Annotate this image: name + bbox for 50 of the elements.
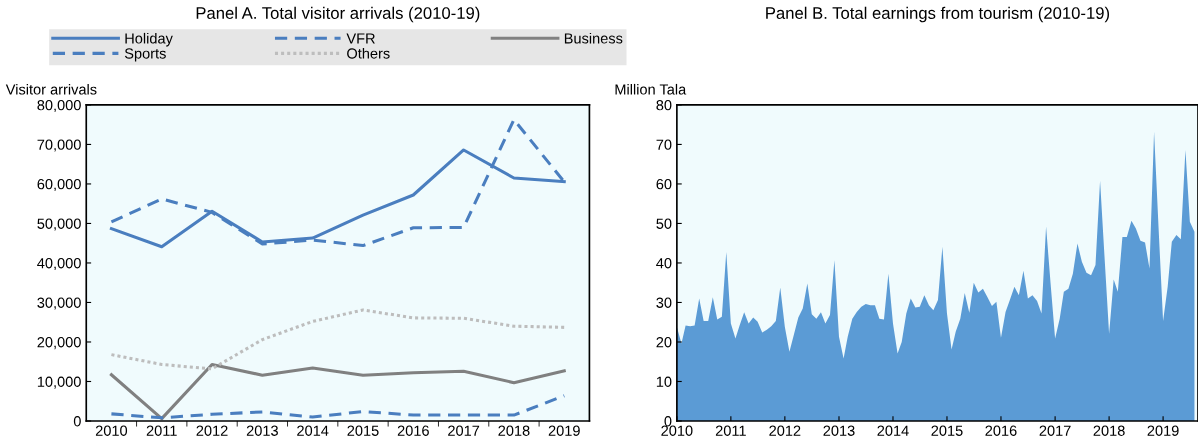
x-tick-label: 2019 bbox=[1147, 425, 1179, 436]
y-axis-title: Visitor arrivals bbox=[5, 83, 97, 95]
x-tick-label: 2011 bbox=[715, 425, 746, 436]
x-tick-label: 2019 bbox=[548, 425, 580, 436]
y-tick-label: 70,000 bbox=[37, 139, 81, 152]
x-tick-label: 2013 bbox=[246, 425, 278, 436]
x-tick-label: 2017 bbox=[1039, 425, 1071, 436]
line-series bbox=[109, 394, 566, 420]
x-tick-label: 2011 bbox=[146, 425, 177, 436]
y-tick-label: 40 bbox=[656, 258, 672, 269]
x-tick-label: 2015 bbox=[347, 425, 379, 436]
y-tick-label: 70 bbox=[656, 139, 672, 150]
y-tick-label: 20,000 bbox=[37, 337, 81, 350]
chart-title: Panel A. Total visitor arrivals (2010-19) bbox=[196, 6, 480, 23]
x-tick-label: 2012 bbox=[196, 425, 228, 436]
y-tick-label: 50 bbox=[656, 218, 672, 229]
y-tick-label: 20 bbox=[656, 337, 672, 348]
y-tick-label: 80,000 bbox=[37, 100, 81, 113]
x-tick-label: 2016 bbox=[985, 425, 1017, 436]
x-tick-label: 2018 bbox=[1093, 425, 1125, 436]
legend-label: Sports bbox=[124, 48, 166, 62]
x-tick-label: 2014 bbox=[297, 425, 329, 436]
y-tick-label: 30 bbox=[656, 297, 672, 308]
y-tick-label: 40,000 bbox=[37, 258, 81, 271]
x-tick-label: 2017 bbox=[448, 425, 480, 436]
y-tick-label: 50,000 bbox=[37, 218, 81, 231]
x-tick-label: 2010 bbox=[661, 425, 693, 436]
x-tick-label: 2013 bbox=[823, 425, 855, 436]
y-tick-label: 10 bbox=[656, 376, 672, 387]
x-tick-label: 2014 bbox=[877, 425, 909, 436]
x-tick-label: 2016 bbox=[397, 425, 429, 436]
line-series bbox=[109, 362, 566, 421]
legend-label: Holiday bbox=[125, 32, 173, 47]
y-tick-label: 30,000 bbox=[37, 297, 81, 310]
y-tick-label: 0 bbox=[664, 416, 672, 427]
x-tick-label: 2018 bbox=[498, 425, 530, 436]
legend-label: Others bbox=[347, 47, 390, 59]
y-tick-label: 60,000 bbox=[37, 179, 81, 192]
y-tick-label: 10,000 bbox=[37, 376, 81, 389]
y-tick-label: 80 bbox=[656, 100, 672, 111]
x-tick-label: 2010 bbox=[95, 425, 128, 436]
x-tick-label: 2015 bbox=[931, 425, 963, 436]
chart-title: Panel B. Total earnings from tourism (2010-19) bbox=[766, 6, 1110, 23]
y-axis-title: Million Tala bbox=[615, 83, 687, 95]
x-tick-label: 2012 bbox=[769, 425, 801, 436]
y-tick-label: 60 bbox=[656, 179, 672, 190]
legend-label: Business bbox=[564, 32, 623, 44]
line-series bbox=[109, 308, 566, 371]
y-tick-label: 0 bbox=[73, 416, 81, 427]
legend-label: VFR bbox=[346, 33, 375, 44]
